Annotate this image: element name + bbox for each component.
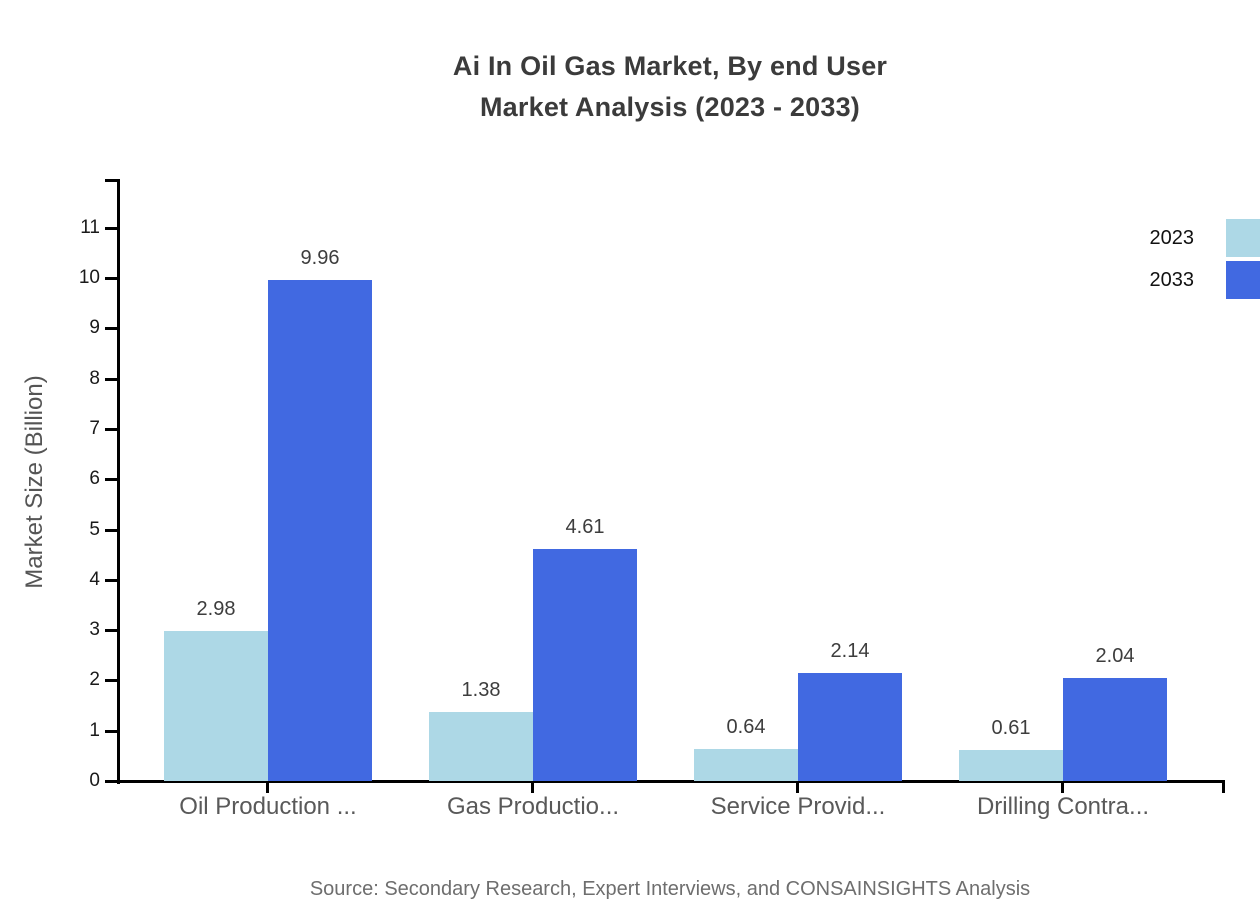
value-label: 1.38 xyxy=(461,679,501,701)
category-label: Service Provid... xyxy=(710,793,886,820)
bar-2033 xyxy=(268,280,372,781)
y-tick xyxy=(105,579,117,582)
y-tick-label: 5 xyxy=(89,519,100,540)
legend-swatch-2023 xyxy=(1226,219,1260,257)
y-tick xyxy=(105,428,117,431)
legend: 2023 2033 xyxy=(1074,219,1260,299)
value-label: 2.14 xyxy=(830,640,870,662)
category-label: Drilling Contra... xyxy=(976,793,1150,820)
y-tick xyxy=(105,227,117,230)
legend-item-2033: 2033 xyxy=(1074,261,1260,299)
legend-label-2023: 2023 xyxy=(1149,226,1195,249)
y-tick-label: 4 xyxy=(89,569,100,590)
value-label: 9.96 xyxy=(300,247,340,269)
y-axis-line xyxy=(117,179,120,784)
y-tick-label: 2 xyxy=(89,669,100,690)
y-tick xyxy=(105,327,117,330)
y-tick xyxy=(105,529,117,532)
legend-label-2033: 2033 xyxy=(1149,268,1195,291)
y-tick-label: 9 xyxy=(89,317,100,338)
bar-2033 xyxy=(798,673,902,781)
category-label: Oil Production ... xyxy=(179,793,357,820)
bar-2023 xyxy=(959,750,1063,781)
bar-2033 xyxy=(533,549,637,781)
y-tick-label: 7 xyxy=(89,418,100,439)
x-tick xyxy=(266,780,269,793)
chart-title: Ai In Oil Gas Market, By end User Market… xyxy=(130,46,1210,128)
value-label: 4.61 xyxy=(565,516,605,538)
y-tick-label: 1 xyxy=(89,720,100,741)
y-tick xyxy=(105,478,117,481)
x-tick xyxy=(1061,780,1064,793)
value-label: 2.04 xyxy=(1095,645,1135,667)
bar-2023 xyxy=(164,631,268,781)
y-tick xyxy=(105,277,117,280)
bar-2023 xyxy=(429,712,533,781)
y-tick-label: 6 xyxy=(89,468,100,489)
chart-title-line2: Market Analysis (2023 - 2033) xyxy=(479,92,860,122)
y-tick-label: 0 xyxy=(89,770,100,791)
category-label: Gas Productio... xyxy=(446,793,620,820)
x-axis-line xyxy=(117,780,1225,783)
bar-2023 xyxy=(694,749,798,781)
y-tick xyxy=(105,730,117,733)
x-tick xyxy=(796,780,799,793)
value-label: 0.64 xyxy=(726,716,766,738)
x-axis-end-tick xyxy=(1222,780,1225,793)
source-attribution: Source: Secondary Research, Expert Inter… xyxy=(309,878,1031,900)
value-label: 0.61 xyxy=(991,717,1031,739)
y-tick xyxy=(105,629,117,632)
bar-2033 xyxy=(1063,678,1167,781)
y-tick xyxy=(105,378,117,381)
x-tick xyxy=(531,780,534,793)
y-tick-label: 11 xyxy=(80,217,100,238)
y-axis-end-tick xyxy=(105,179,117,182)
y-tick-label: 8 xyxy=(89,368,100,389)
y-tick xyxy=(105,679,117,682)
legend-item-2023: 2023 xyxy=(1074,219,1260,257)
y-tick-label: 3 xyxy=(89,619,100,640)
y-tick xyxy=(105,780,117,783)
value-label: 2.98 xyxy=(196,598,236,620)
chart-title-line1: Ai In Oil Gas Market, By end User xyxy=(452,51,888,81)
legend-swatch-2033 xyxy=(1226,261,1260,299)
y-tick-label: 10 xyxy=(78,267,100,288)
